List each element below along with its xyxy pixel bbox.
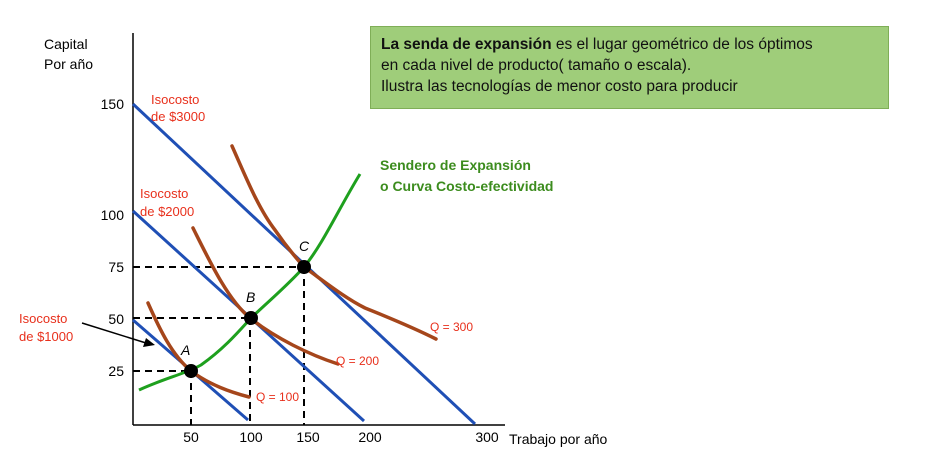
- isoquant-q300-label: Q = 300: [430, 320, 473, 334]
- y-axis-label-line1: Capital: [44, 36, 88, 52]
- isocost-1000-label-line2: de $1000: [19, 329, 73, 344]
- pointer-arrowhead-icon: [143, 338, 155, 347]
- y-tick-25: 25: [108, 363, 124, 379]
- y-tick-75: 75: [108, 259, 124, 275]
- isoquant-q100-label: Q = 100: [256, 390, 299, 404]
- x-tick-50: 50: [183, 429, 199, 445]
- isocost-3000-label-line2: de $3000: [151, 109, 205, 124]
- note-line-1: La senda de expansión es el lugar geomét…: [381, 34, 878, 55]
- point-c-dot: [297, 260, 311, 274]
- y-tick-150: 150: [101, 96, 125, 112]
- note-line-3: Ilustra las tecnologías de menor costo p…: [381, 78, 738, 95]
- point-b-dot: [244, 311, 258, 325]
- y-tick-100: 100: [101, 207, 125, 223]
- isocost-1000-label-line1: Isocosto: [19, 311, 67, 326]
- isoquant-q200-label: Q = 200: [336, 354, 379, 368]
- isocost-3000-label-line1: Isocosto: [151, 92, 199, 107]
- note-line-1-rest: es el lugar geométrico de los óptimos: [551, 36, 813, 53]
- y-axis-label-line2: Por año: [44, 56, 93, 72]
- note-bold-term: La senda de expansión: [381, 36, 552, 53]
- isocost-1000-pointer: [81, 322, 147, 344]
- point-a-label: A: [180, 342, 190, 358]
- x-tick-100: 100: [239, 429, 263, 445]
- isocost-2000-label-line2: de $2000: [140, 204, 194, 219]
- expansion-path-title-line1: Sendero de Expansión: [380, 157, 531, 173]
- dashed-guides: [133, 266, 305, 425]
- expansion-path-title-line2: o Curva Costo-efectividad: [380, 178, 553, 194]
- y-tick-50: 50: [108, 311, 124, 327]
- x-tick-200: 200: [358, 429, 382, 445]
- note-line-2: en cada nivel de producto( tamaño o esca…: [381, 57, 692, 74]
- definition-note: La senda de expansión es el lugar geomét…: [370, 26, 889, 109]
- point-c-label: C: [299, 238, 310, 254]
- x-axis-label: Trabajo por año: [509, 431, 608, 447]
- point-a-dot: [184, 364, 198, 378]
- isocost-2000-label-line1: Isocosto: [140, 186, 188, 201]
- point-b-label: B: [246, 289, 255, 305]
- x-tick-300: 300: [475, 429, 499, 445]
- isoquant-q300: [230, 144, 438, 341]
- x-tick-150: 150: [296, 429, 320, 445]
